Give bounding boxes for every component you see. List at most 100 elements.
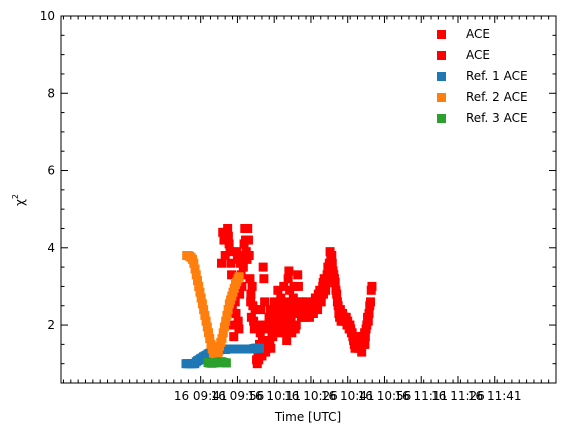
data-point-series-2 xyxy=(335,305,345,315)
data-point-series-1 xyxy=(225,247,235,257)
data-point-series-2 xyxy=(246,289,256,299)
y-tick-label: 10 xyxy=(40,9,55,23)
data-point-series-1 xyxy=(244,251,254,261)
data-point-series-1 xyxy=(259,274,269,284)
data-point-series-1 xyxy=(258,262,268,272)
data-point-series-4 xyxy=(223,305,233,315)
data-point-series-1 xyxy=(330,278,340,288)
legend-marker xyxy=(437,30,446,39)
data-point-series-1 xyxy=(260,297,270,307)
data-point-series-2 xyxy=(290,324,300,334)
data-point-series-1 xyxy=(228,320,238,330)
data-point-series-1 xyxy=(293,270,303,280)
data-point-series-4 xyxy=(196,293,206,303)
data-point-series-4 xyxy=(195,287,205,297)
data-point-series-4 xyxy=(202,322,212,332)
data-point-series-2 xyxy=(308,308,318,318)
data-point-series-4 xyxy=(200,310,210,320)
data-point-series-4 xyxy=(217,334,227,344)
y-tick-label: 6 xyxy=(47,164,55,178)
data-point-series-1 xyxy=(280,308,290,318)
data-point-series-1 xyxy=(357,347,367,357)
x-tick-label: 16 09:41 xyxy=(174,389,228,403)
data-point-series-3 xyxy=(254,343,264,353)
data-point-series-1 xyxy=(273,285,283,295)
data-point-series-1 xyxy=(249,316,259,326)
data-point-series-4 xyxy=(213,347,223,357)
legend-label: Ref. 1 ACE xyxy=(466,69,528,83)
legend-marker xyxy=(437,114,446,123)
y-axis-label: χ2 xyxy=(11,194,27,206)
x-tick-label: 16 10:11 xyxy=(247,389,301,403)
data-point-series-1 xyxy=(224,239,234,249)
data-point-series-1 xyxy=(360,339,370,349)
y-tick-label: 8 xyxy=(47,86,55,100)
data-point-series-4 xyxy=(190,264,200,274)
x-axis-label: Time [UTC] xyxy=(274,410,341,424)
data-point-series-2 xyxy=(350,343,360,353)
x-tick-label: 16 11:11 xyxy=(394,389,448,403)
data-point-series-2 xyxy=(264,336,274,346)
y-tick-label: 2 xyxy=(47,318,55,332)
data-point-series-4 xyxy=(234,272,244,282)
data-point-series-1 xyxy=(243,223,253,233)
data-point-series-1 xyxy=(233,316,243,326)
data-point-series-1 xyxy=(256,305,266,315)
data-point-series-4 xyxy=(194,281,204,291)
legend-label: ACE xyxy=(466,27,490,41)
data-point-series-1 xyxy=(238,262,248,272)
legend: ACE ACE Ref. 1 ACE Ref. 2 ACE Ref. 3 ACE xyxy=(437,27,528,125)
data-point-series-1 xyxy=(286,316,296,326)
data-point-series-1 xyxy=(231,308,241,318)
y-axis-label-symbol: χ xyxy=(13,199,27,206)
data-point-series-4 xyxy=(206,339,216,349)
plot-area xyxy=(61,16,556,383)
data-point-series-4 xyxy=(199,305,209,315)
data-point-series-2 xyxy=(217,258,227,268)
data-point-series-1 xyxy=(230,297,240,307)
data-point-series-4 xyxy=(197,299,207,309)
data-point-series-1 xyxy=(279,281,289,291)
data-point-series-1 xyxy=(316,297,326,307)
data-point-series-1 xyxy=(247,281,257,291)
data-point-series-2 xyxy=(273,320,283,330)
data-point-series-1 xyxy=(282,336,292,346)
data-point-series-1 xyxy=(255,328,265,338)
data-point-series-4 xyxy=(205,334,215,344)
data-point-series-1 xyxy=(226,258,236,268)
data-point-series-2 xyxy=(261,347,271,357)
data-point-series-4 xyxy=(189,258,199,268)
data-point-series-1 xyxy=(321,285,331,295)
x-tick-label: 16 11:26 xyxy=(431,389,485,403)
data-point-series-1 xyxy=(243,235,253,245)
data-point-series-1 xyxy=(235,289,245,299)
data-point-series-4 xyxy=(222,310,232,320)
data-point-series-2 xyxy=(281,320,291,330)
data-point-series-2 xyxy=(220,251,230,261)
data-point-series-1 xyxy=(281,328,291,338)
data-point-series-1 xyxy=(365,297,375,307)
data-point-series-1 xyxy=(237,281,247,291)
data-markers xyxy=(181,223,377,369)
data-point-series-4 xyxy=(192,276,202,286)
data-point-series-2 xyxy=(266,343,276,353)
data-point-series-1 xyxy=(234,324,244,334)
data-point-series-4 xyxy=(219,322,229,332)
legend-label: Ref. 2 ACE xyxy=(466,90,528,104)
data-point-series-1 xyxy=(249,324,259,334)
x-tick-label: 16 09:56 xyxy=(211,389,265,403)
data-point-series-2 xyxy=(219,235,229,245)
data-point-series-1 xyxy=(229,332,239,342)
x-tick-label: 16 11:41 xyxy=(468,389,522,403)
x-tick-label: 16 10:26 xyxy=(284,389,338,403)
data-point-series-1 xyxy=(293,281,303,291)
data-point-series-1 xyxy=(360,332,370,342)
x-tick-label: 16 10:41 xyxy=(321,389,375,403)
data-point-series-4 xyxy=(218,328,228,338)
data-point-series-5 xyxy=(221,358,231,368)
data-point-series-1 xyxy=(227,270,237,280)
data-point-series-2 xyxy=(318,278,328,288)
data-point-series-4 xyxy=(201,316,211,326)
